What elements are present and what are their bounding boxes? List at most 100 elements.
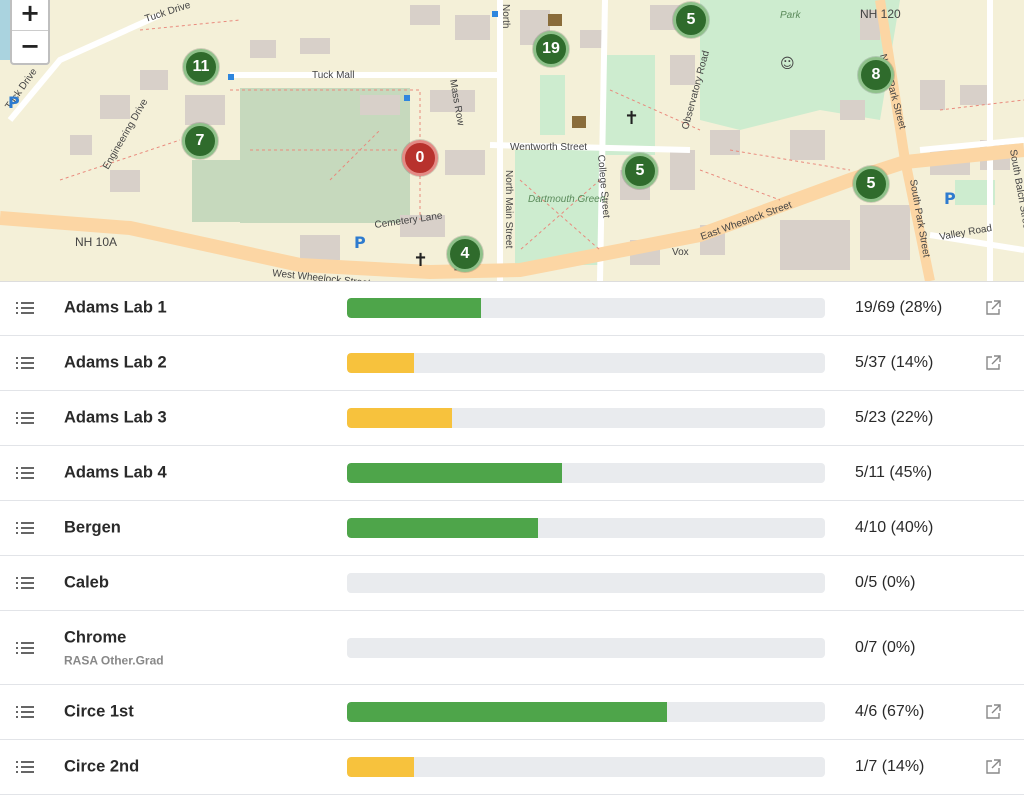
map-green-area [605, 55, 655, 155]
usage-progress-fill [347, 408, 453, 428]
street-label: Wentworth Street [510, 142, 587, 153]
map-green-area [540, 75, 565, 135]
lab-name: Circe 1st [64, 702, 134, 721]
external-link-icon[interactable] [984, 354, 1002, 372]
map-marker-cluster[interactable]: 4 [447, 236, 483, 272]
lab-name-block: Adams Lab 1 [64, 299, 167, 318]
lab-row[interactable]: Adams Lab 4 5/11 (45%) [0, 446, 1024, 501]
lab-name: Adams Lab 1 [64, 298, 167, 317]
usage-count: 5/11 (45%) [855, 464, 933, 481]
bus-stop-icon [404, 95, 410, 101]
lab-name: Bergen [64, 518, 121, 537]
map-marker-cluster[interactable]: 5 [622, 153, 658, 189]
map-tiles: Tuck Drive Tuck Mall Mass Row North Main… [0, 0, 1024, 281]
map-roads [7, 0, 1024, 281]
usage-count: 5/37 (14%) [855, 354, 934, 371]
drag-handle-icon[interactable] [16, 357, 34, 369]
usage-progress-fill [347, 463, 563, 483]
map-marker-cluster[interactable]: 5 [673, 2, 709, 38]
lab-row[interactable]: Bergen 4/10 (40%) [0, 501, 1024, 556]
map-highway [0, 143, 1024, 280]
usage-progress-bar [347, 573, 825, 593]
lab-name: Caleb [64, 573, 109, 592]
zoom-out-button[interactable]: − [12, 30, 48, 63]
church-icon: ✝ [413, 250, 428, 271]
street-label: North [500, 4, 511, 28]
parking-icon: P [8, 93, 20, 112]
bus-stop-icon [228, 74, 234, 80]
lab-name: Adams Lab 3 [64, 408, 167, 427]
street-label: Tuck Drive [144, 0, 193, 25]
lab-name-block: Adams Lab 4 [64, 464, 167, 483]
lab-row[interactable]: Adams Lab 1 19/69 (28%) [0, 281, 1024, 336]
external-link-icon[interactable] [984, 758, 1002, 776]
usage-count: 4/6 (67%) [855, 703, 925, 720]
map-buildings [70, 5, 1010, 270]
usage-count: 4/10 (40%) [855, 519, 934, 536]
drag-handle-icon[interactable] [16, 577, 34, 589]
map-marker-empty[interactable]: 0 [402, 140, 438, 176]
map-marker-cluster[interactable]: 8 [858, 57, 894, 93]
theatre-icon: ☺ [780, 56, 795, 72]
map-marker-cluster[interactable]: 5 [853, 166, 889, 202]
map-park-area [700, 0, 900, 130]
drag-handle-icon[interactable] [16, 412, 34, 424]
usage-progress-bar [347, 518, 825, 538]
drag-handle-icon[interactable] [16, 641, 34, 654]
lab-name: Circe 2nd [64, 757, 140, 776]
lab-name-block: Circe 2nd [64, 758, 139, 777]
parking-icon: P [354, 233, 366, 252]
external-link-icon[interactable] [984, 703, 1002, 721]
drag-handle-icon[interactable] [16, 706, 34, 718]
library-icon [572, 116, 586, 128]
drag-handle-icon[interactable] [16, 761, 34, 773]
usage-progress-fill [347, 518, 539, 538]
street-label: South Park Street [907, 179, 932, 259]
usage-progress-bar [347, 463, 825, 483]
church-icon: ✝ [624, 108, 639, 129]
lab-name-block: Chrome RASA Other.Grad [64, 628, 164, 667]
lab-name: Adams Lab 2 [64, 353, 167, 372]
drag-handle-icon[interactable] [16, 467, 34, 479]
usage-count: 0/5 (0%) [855, 574, 916, 591]
campus-map[interactable]: Tuck Drive Tuck Mall Mass Row North Main… [0, 0, 1024, 282]
lab-name: Adams Lab 4 [64, 463, 167, 482]
usage-progress-bar [347, 408, 825, 428]
lab-row[interactable]: Caleb 0/5 (0%) [0, 556, 1024, 611]
drag-handle-icon[interactable] [16, 302, 34, 314]
bus-stop-icon [492, 11, 498, 17]
external-link-icon[interactable] [984, 299, 1002, 317]
lab-list: Adams Lab 1 19/69 (28%) Adams Lab 2 5/37… [0, 281, 1024, 795]
map-marker-cluster[interactable]: 19 [533, 31, 569, 67]
street-label: East Wheelock Street [699, 200, 793, 243]
usage-count: 5/23 (22%) [855, 409, 934, 426]
street-label: South Balch Street [1007, 149, 1024, 233]
street-label: North Main Street [503, 170, 514, 249]
map-marker-cluster[interactable]: 7 [182, 123, 218, 159]
zoom-control: + − [10, 0, 50, 65]
map-green-area [192, 160, 242, 222]
usage-progress-bar [347, 757, 825, 777]
usage-progress-bar [347, 353, 825, 373]
lab-name-block: Caleb [64, 574, 109, 593]
drag-handle-icon[interactable] [16, 522, 34, 534]
map-marker-cluster[interactable]: 11 [183, 49, 219, 85]
lab-row[interactable]: Adams Lab 2 5/37 (14%) [0, 336, 1024, 391]
lab-name-block: Bergen [64, 519, 121, 538]
lab-row[interactable]: Adams Lab 3 5/23 (22%) [0, 391, 1024, 446]
map-footpaths [59, 19, 1024, 251]
route-label: NH 120 [860, 7, 901, 21]
library-icon [548, 14, 562, 26]
zoom-in-button[interactable]: + [19, 0, 41, 27]
usage-progress-bar [347, 637, 825, 658]
map-highway [875, 0, 935, 281]
street-label: Vox [672, 247, 689, 258]
lab-row[interactable]: Circe 1st 4/6 (67%) [0, 685, 1024, 740]
lab-row[interactable]: Chrome RASA Other.Grad 0/7 (0%) [0, 611, 1024, 685]
usage-progress-fill [347, 757, 414, 777]
usage-progress-fill [347, 298, 481, 318]
lab-row[interactable]: Circe 2nd 1/7 (14%) [0, 740, 1024, 795]
lab-category: RASA Other.Grad [64, 653, 164, 667]
usage-count: 19/69 (28%) [855, 299, 943, 316]
park-label: Park [780, 10, 802, 21]
